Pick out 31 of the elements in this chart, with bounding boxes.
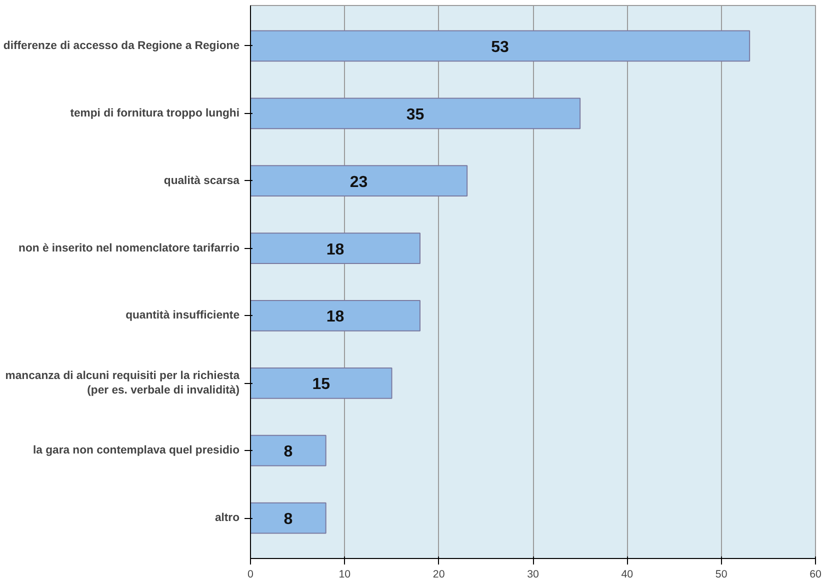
- y-tick-label: altro: [214, 512, 240, 524]
- bar: [250, 30, 750, 62]
- y-tick-label: quantità insufficiente: [126, 310, 240, 322]
- y-tick-label: mancanza di alcuni requisiti per la richiesta (per es. verbale di invalidità): [5, 370, 240, 396]
- x-tick-label: 10: [338, 568, 351, 580]
- y-tick-label: differenze di accesso da Regione a Regione: [3, 40, 240, 52]
- bar: [250, 502, 326, 534]
- y-tick-label: qualità scarsa: [164, 174, 240, 187]
- data-label: 8: [284, 444, 293, 461]
- bar: [250, 232, 420, 264]
- data-label: 15: [312, 376, 330, 394]
- x-tick-label: 30: [527, 568, 539, 580]
- bar: [250, 165, 468, 197]
- data-label: 53: [491, 38, 510, 56]
- y-tick-label: non è inserito nel nomenclatore tarifarrio: [18, 242, 240, 254]
- data-label: 18: [326, 308, 344, 326]
- x-tick-label: 40: [621, 568, 634, 580]
- data-label: 8: [284, 511, 293, 528]
- x-tick-label: 0: [248, 568, 254, 580]
- x-tick-label: 50: [715, 568, 728, 580]
- bar: [250, 98, 581, 130]
- y-tick-label: tempi di fornitura troppo lunghi: [70, 107, 240, 120]
- bar: [250, 434, 326, 466]
- data-label: 35: [406, 106, 424, 124]
- bar: [250, 367, 392, 399]
- x-tick-label: 20: [432, 568, 445, 580]
- data-label: 18: [326, 241, 344, 258]
- bar: [250, 300, 420, 332]
- data-label: 23: [350, 174, 368, 191]
- y-tick-label: la gara non contemplava quel presidio: [33, 444, 240, 457]
- x-tick-label: 60: [810, 568, 822, 580]
